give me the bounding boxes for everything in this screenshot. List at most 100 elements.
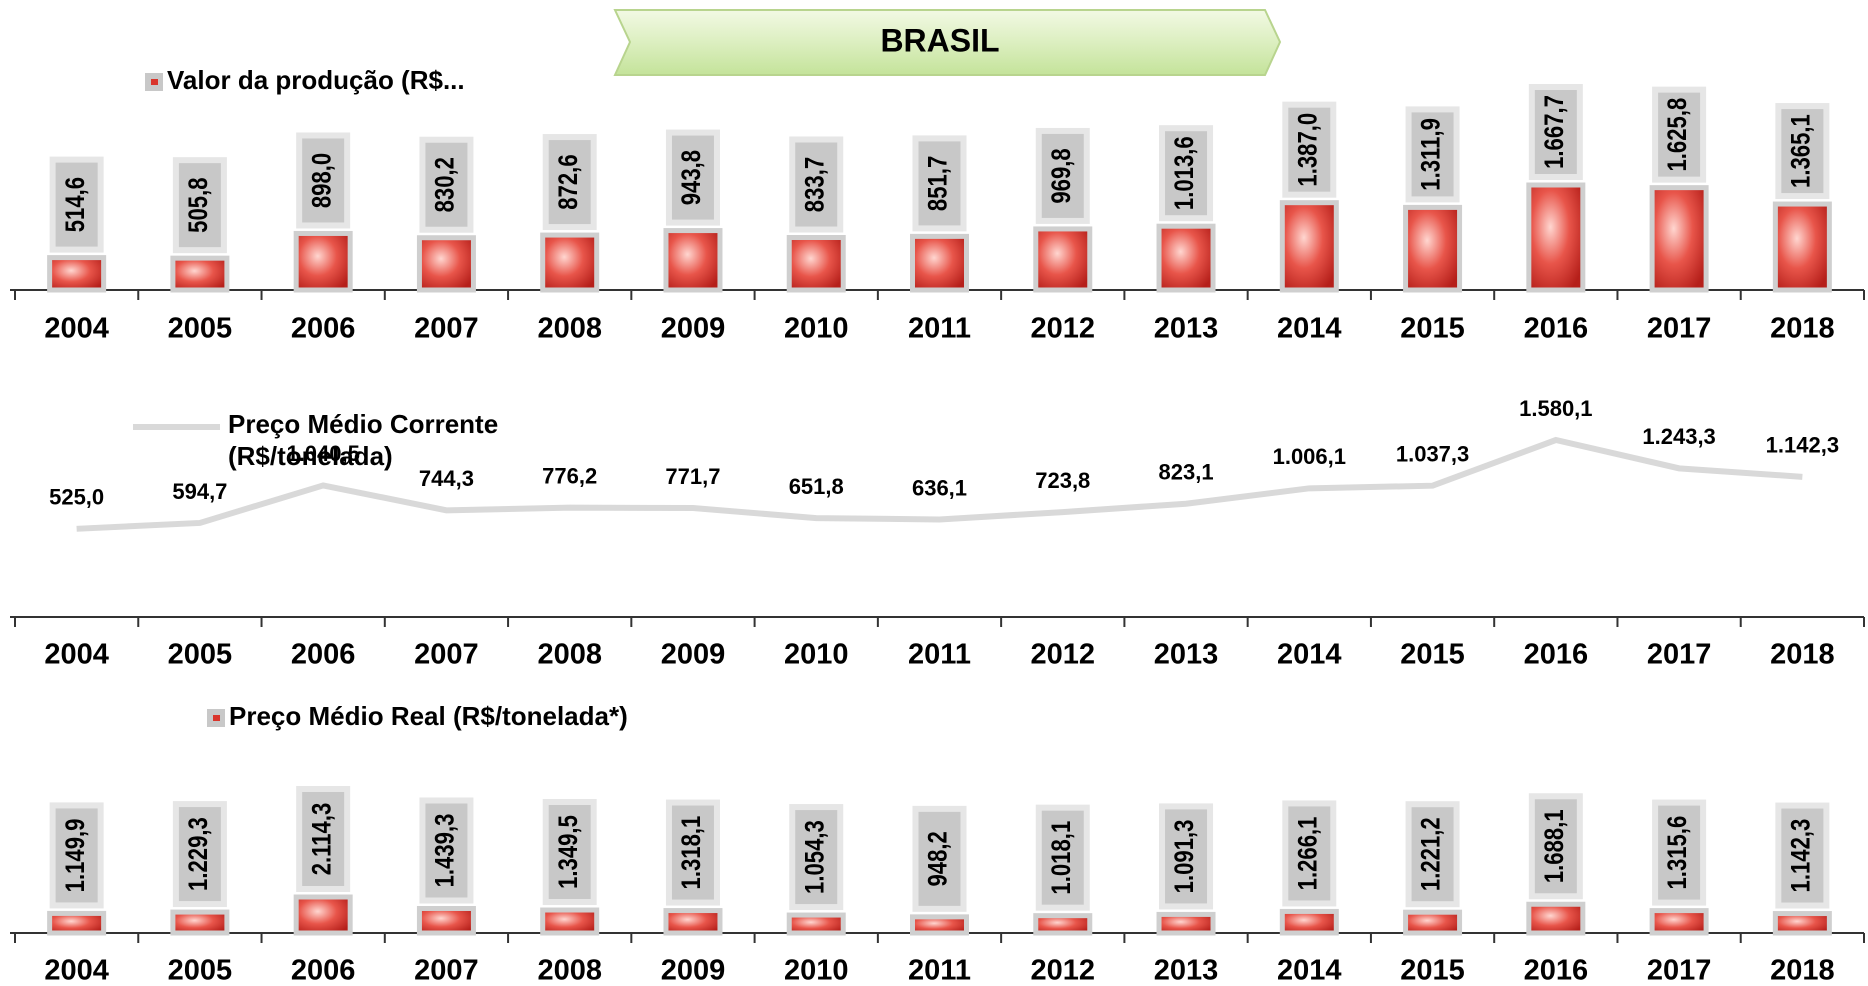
x-tick-label: 2005 bbox=[168, 639, 233, 671]
bar bbox=[543, 235, 597, 290]
x-tick-label: 2004 bbox=[44, 639, 109, 671]
value-label: 1.349,5 bbox=[554, 815, 584, 889]
bar bbox=[1775, 914, 1829, 933]
bar bbox=[1036, 916, 1090, 933]
x-tick-label: 2017 bbox=[1647, 955, 1712, 986]
value-label: 636,1 bbox=[912, 475, 967, 500]
value-label: 1.149,9 bbox=[61, 819, 91, 893]
x-tick-label: 2013 bbox=[1154, 313, 1219, 345]
value-label: 969,8 bbox=[1047, 148, 1077, 203]
x-tick-label: 2015 bbox=[1400, 955, 1465, 986]
value-label: 1.625,8 bbox=[1663, 98, 1693, 172]
value-label: 1.018,1 bbox=[1047, 821, 1077, 895]
value-label: 851,7 bbox=[924, 156, 954, 211]
chart-title: BRASIL bbox=[880, 22, 999, 58]
value-label: 1.221,2 bbox=[1417, 817, 1447, 891]
value-label: 776,2 bbox=[542, 463, 597, 488]
value-label: 948,2 bbox=[924, 831, 954, 886]
bar bbox=[1529, 904, 1583, 933]
value-label: 651,8 bbox=[789, 474, 844, 499]
bar bbox=[789, 238, 843, 290]
x-tick-label: 2010 bbox=[784, 639, 849, 671]
value-label: 1.091,3 bbox=[1170, 820, 1200, 894]
value-label: 744,3 bbox=[419, 466, 474, 491]
value-label: 1.688,1 bbox=[1540, 809, 1570, 883]
x-tick-label: 2011 bbox=[908, 313, 971, 345]
value-label: 1.013,6 bbox=[1170, 136, 1200, 210]
x-tick-label: 2004 bbox=[44, 955, 109, 986]
x-tick-label: 2010 bbox=[784, 955, 849, 986]
value-label: 1.315,6 bbox=[1663, 816, 1693, 890]
value-label: 594,7 bbox=[172, 479, 227, 504]
x-tick-label: 2015 bbox=[1400, 313, 1465, 345]
value-label: 1.006,1 bbox=[1273, 444, 1346, 469]
x-tick-label: 2015 bbox=[1400, 639, 1465, 671]
value-label: 771,7 bbox=[665, 464, 720, 489]
x-tick-label: 2012 bbox=[1031, 639, 1096, 671]
bar bbox=[1775, 204, 1829, 290]
x-tick-label: 2007 bbox=[414, 639, 479, 671]
bar bbox=[50, 913, 104, 933]
value-label: 943,8 bbox=[677, 150, 707, 205]
value-label: 872,6 bbox=[554, 154, 584, 209]
value-label: 1.365,1 bbox=[1787, 114, 1817, 188]
value-label: 1.040,5 bbox=[286, 441, 359, 466]
x-tick-label: 2005 bbox=[168, 955, 233, 986]
x-tick-label: 2012 bbox=[1031, 313, 1096, 345]
x-tick-label: 2014 bbox=[1277, 639, 1342, 671]
legend-label: Preço Médio Corrente (R$/tonelada) bbox=[228, 408, 558, 472]
value-label: 505,8 bbox=[184, 177, 214, 232]
bar bbox=[173, 912, 227, 933]
legend-label-box: Preço Médio Corrente (R$/tonelada) bbox=[228, 408, 558, 480]
x-tick-label: 2004 bbox=[44, 313, 109, 345]
legend-marker-icon bbox=[213, 715, 220, 721]
bar bbox=[666, 231, 720, 290]
x-tick-label: 2010 bbox=[784, 313, 849, 345]
x-tick-label: 2009 bbox=[661, 639, 726, 671]
x-tick-label: 2016 bbox=[1524, 955, 1589, 986]
chart: BRASIL 200420052006200720082009201020112… bbox=[0, 0, 1868, 986]
bar bbox=[1282, 203, 1336, 290]
value-label: 1.266,1 bbox=[1293, 816, 1323, 890]
value-label: 1.387,0 bbox=[1293, 113, 1323, 187]
x-tick-label: 2006 bbox=[291, 313, 356, 345]
value-label: 1.311,9 bbox=[1417, 118, 1447, 191]
value-label: 1.667,7 bbox=[1540, 95, 1570, 169]
value-label: 830,2 bbox=[431, 157, 461, 212]
x-tick-label: 2017 bbox=[1647, 313, 1712, 345]
bar bbox=[296, 897, 350, 933]
value-label: 1.318,1 bbox=[677, 815, 707, 889]
bar bbox=[173, 258, 227, 290]
value-label: 514,6 bbox=[61, 177, 91, 232]
x-tick-label: 2013 bbox=[1154, 639, 1219, 671]
x-tick-label: 2018 bbox=[1770, 313, 1835, 345]
bar bbox=[1406, 207, 1460, 290]
bar bbox=[543, 910, 597, 933]
value-label: 1.037,3 bbox=[1396, 442, 1469, 467]
bar bbox=[50, 258, 104, 290]
value-label: 1.439,3 bbox=[431, 814, 461, 888]
x-tick-label: 2014 bbox=[1277, 313, 1342, 345]
bar bbox=[666, 911, 720, 933]
value-label: 1.054,3 bbox=[800, 820, 830, 894]
value-label: 823,1 bbox=[1159, 460, 1214, 485]
bar bbox=[789, 915, 843, 933]
value-label: 1.243,3 bbox=[1642, 424, 1715, 449]
x-tick-label: 2007 bbox=[414, 955, 479, 986]
bar bbox=[913, 236, 967, 290]
value-label: 2.114,3 bbox=[307, 803, 337, 876]
value-label: 898,0 bbox=[307, 153, 337, 208]
bar bbox=[1159, 226, 1213, 290]
x-tick-label: 2012 bbox=[1031, 955, 1096, 986]
page: BRASIL 200420052006200720082009201020112… bbox=[0, 0, 1868, 986]
bar bbox=[1652, 911, 1706, 933]
value-label: 1.142,3 bbox=[1787, 819, 1817, 893]
bar bbox=[419, 908, 473, 933]
legend-label: Valor da produção (R$... bbox=[167, 65, 465, 95]
x-tick-label: 2006 bbox=[291, 639, 356, 671]
bar bbox=[1159, 914, 1213, 933]
x-tick-label: 2016 bbox=[1524, 313, 1589, 345]
x-tick-label: 2011 bbox=[908, 639, 971, 671]
bar bbox=[1529, 185, 1583, 290]
bar bbox=[296, 233, 350, 290]
